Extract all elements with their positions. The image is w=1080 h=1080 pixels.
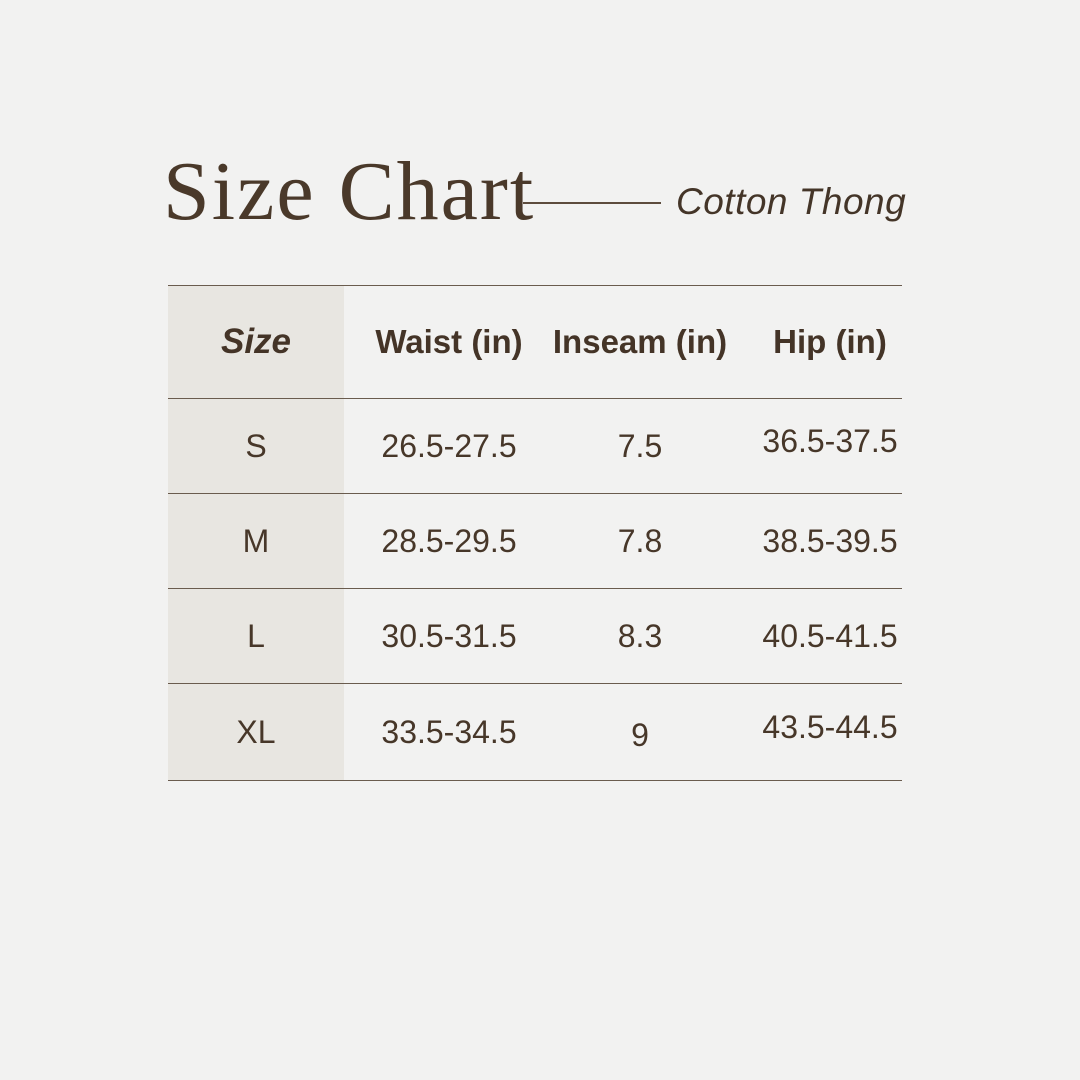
hip-value-text: 36.5-37.5 bbox=[762, 422, 898, 459]
waist-value: 30.5-31.5 bbox=[381, 617, 517, 654]
size-value: XL bbox=[168, 684, 344, 780]
size-value: M bbox=[168, 494, 344, 588]
size-value: L bbox=[168, 589, 344, 683]
hip-value-text: 38.5-39.5 bbox=[762, 522, 898, 559]
inseam-value: 9 bbox=[544, 684, 736, 780]
waist-value: 26.5-27.5 bbox=[381, 427, 517, 464]
size-value: S bbox=[168, 399, 344, 493]
inseam-value: 7.5 bbox=[617, 427, 663, 464]
inseam-value: 7.8 bbox=[617, 522, 663, 559]
table-row-s: S 26.5-27.5 7.5 36.5-37.5 bbox=[168, 399, 902, 494]
page-title: Size Chart bbox=[163, 145, 536, 238]
size-table: Size Waist (in) Inseam (in) Hip (in) S 2… bbox=[168, 285, 902, 781]
hip-value: 38.5-39.5 bbox=[736, 494, 902, 588]
table-row-m: M 28.5-29.5 7.8 38.5-39.5 bbox=[168, 494, 902, 589]
waist-value: 33.5-34.5 bbox=[381, 713, 517, 750]
product-name-label: Cotton Thong bbox=[676, 181, 907, 222]
table-header-row: Size Waist (in) Inseam (in) Hip (in) bbox=[168, 286, 902, 399]
hip-value: 36.5-37.5 bbox=[736, 399, 902, 493]
hip-value: 43.5-44.5 bbox=[736, 684, 902, 780]
waist-value: 28.5-29.5 bbox=[381, 522, 517, 559]
hip-value: 40.5-41.5 bbox=[736, 589, 902, 683]
hip-value-text: 40.5-41.5 bbox=[762, 617, 898, 654]
title-divider-line bbox=[523, 202, 661, 204]
column-header-hip: Hip (in) bbox=[773, 323, 887, 360]
column-header-inseam: Inseam (in) bbox=[552, 323, 728, 360]
inseam-value-text: 9 bbox=[631, 716, 649, 753]
column-header-waist: Waist (in) bbox=[375, 323, 523, 360]
inseam-value: 8.3 bbox=[617, 617, 663, 654]
table-row-l: L 30.5-31.5 8.3 40.5-41.5 bbox=[168, 589, 902, 684]
table-row-xl: XL 33.5-34.5 9 43.5-44.5 bbox=[168, 684, 902, 781]
hip-value-text: 43.5-44.5 bbox=[762, 708, 898, 745]
column-header-size: Size bbox=[168, 286, 344, 398]
